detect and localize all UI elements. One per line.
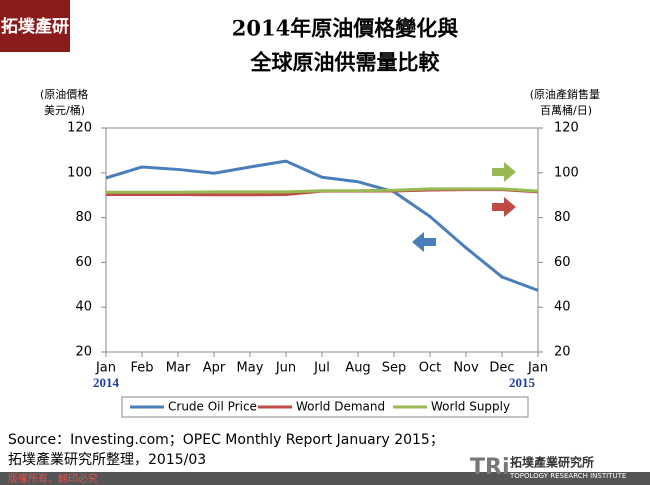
logo: 拓墣產研: [1, 16, 69, 37]
footer-band: [0, 472, 650, 485]
y2-axis-label: 百萬桶/日): [540, 103, 592, 117]
y2-tick-label: 100: [554, 165, 579, 180]
brand-name: 拓墣產業研究所: [510, 455, 594, 470]
arrow: [492, 197, 516, 217]
logo-box: [0, 0, 70, 52]
x-tick-label: Apr: [203, 361, 226, 376]
y-tick-label: 60: [75, 255, 92, 270]
y2-tick-label: 60: [554, 255, 571, 270]
x-tick-label: Jul: [313, 361, 330, 376]
chart-title: 全球原油供需量比較: [250, 50, 441, 75]
legend-label: World Supply: [431, 400, 510, 414]
y-tick-label: 80: [75, 210, 92, 225]
year-label: 2014: [93, 375, 120, 390]
x-tick-label: Oct: [419, 361, 441, 376]
arrow: [412, 232, 436, 252]
x-tick-label: Jan: [95, 361, 116, 376]
legend-label: World Demand: [296, 400, 385, 414]
x-tick-label: Sep: [382, 361, 407, 376]
brand-english: TOPOLOGY RESEARCH INSTITUTE: [509, 472, 626, 480]
y2-tick-label: 120: [554, 121, 579, 136]
x-tick-label: Feb: [130, 361, 153, 376]
brand-mark: TRi: [470, 455, 510, 480]
chart-title: 2014年原油價格變化與: [232, 16, 458, 41]
source: Source：Investing.com；OPEC Monthly Report…: [8, 432, 444, 448]
x-tick-label: Dec: [489, 361, 514, 376]
x-tick-label: May: [237, 361, 264, 376]
y2-tick-label: 80: [554, 210, 571, 225]
y-axis-label: (原油價格: [40, 87, 88, 101]
y-tick-label: 40: [75, 300, 92, 315]
line: [106, 187, 539, 194]
y-axis-label: 美元/桶): [44, 103, 85, 117]
y-tick-label: 20: [75, 345, 92, 360]
y2-tick-label: 20: [554, 345, 571, 360]
y2-axis-label: (原油產銷售量: [530, 87, 600, 101]
y2-tick-label: 40: [554, 300, 571, 315]
x-tick-label: Nov: [453, 361, 479, 376]
plot-frame: [105, 127, 539, 353]
line: [105, 159, 539, 292]
x-tick-label: Mar: [166, 361, 191, 376]
footer: 版權所有．翻印必究: [8, 472, 98, 485]
x-tick-label: Jun: [275, 361, 296, 376]
x-tick-label: Aug: [345, 361, 370, 376]
y-tick-label: 120: [67, 121, 92, 136]
legend: [121, 396, 529, 418]
year-label: 2015: [509, 375, 536, 390]
y-tick-label: 100: [67, 165, 92, 180]
arrow: [492, 162, 516, 182]
source: 拓墣產業研究所整理，2015/03: [8, 451, 206, 468]
legend-label: Crude Oil Price: [168, 400, 257, 414]
x-tick-label: Jan: [527, 361, 548, 376]
